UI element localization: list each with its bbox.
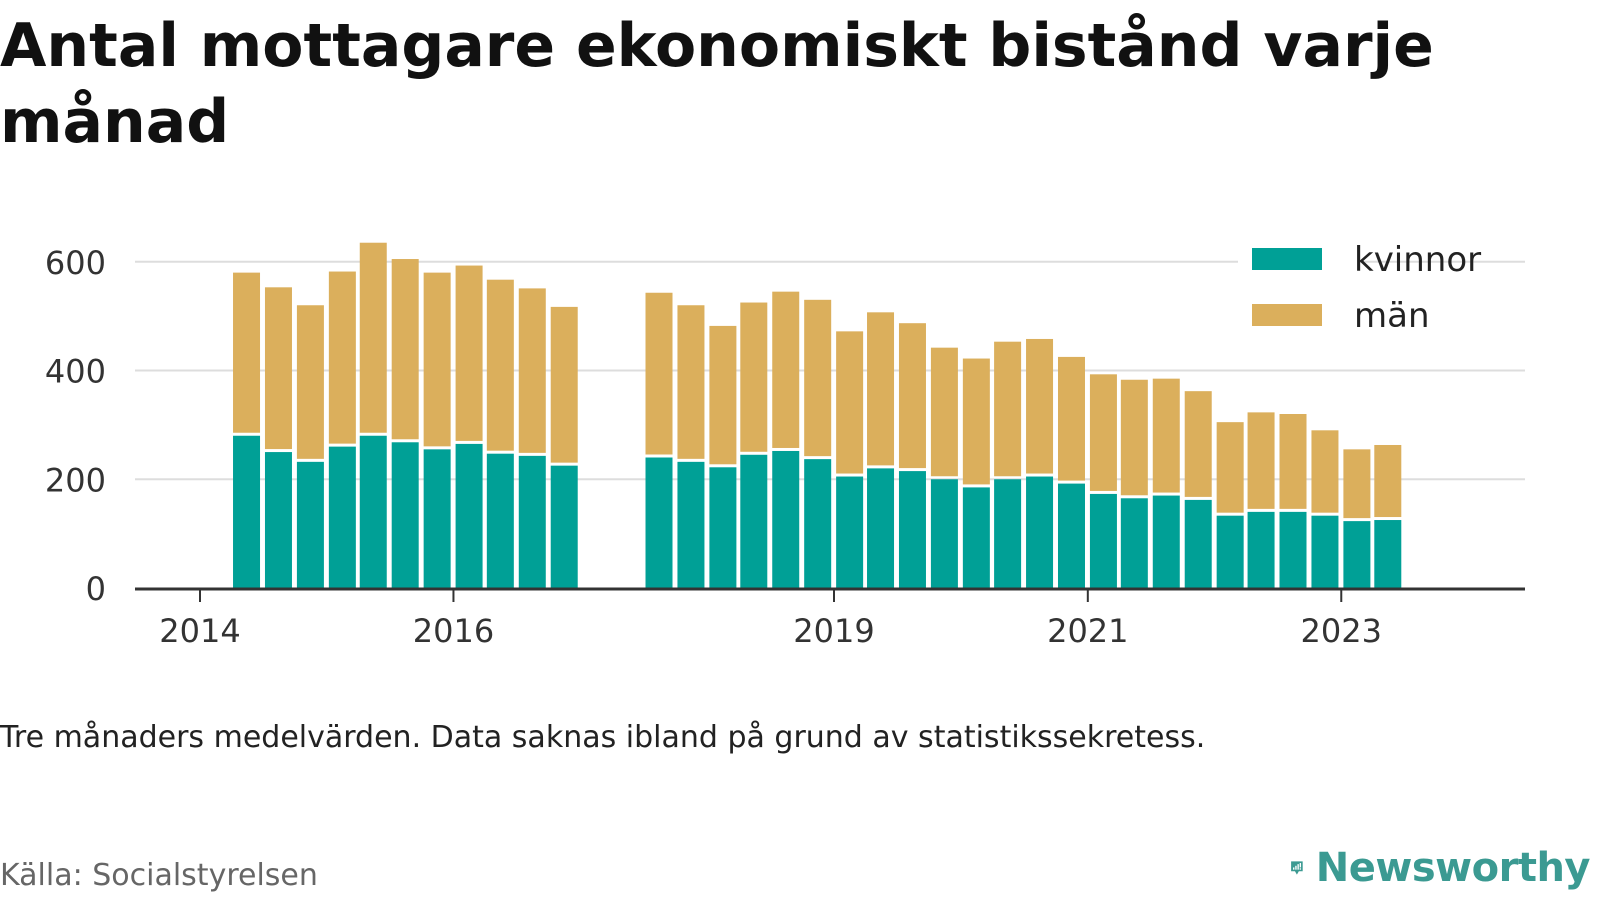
bar-man: [772, 291, 800, 448]
bar-man: [740, 302, 768, 452]
bar-man: [1057, 356, 1085, 481]
chart-note: Tre månaders medelvärden. Data saknas ib…: [0, 720, 1206, 755]
x-tick-label: 2021: [1047, 612, 1128, 650]
y-axis: 0 200 400 600: [45, 244, 106, 608]
bar-kvinnor: [359, 435, 387, 588]
bar-kvinnor: [709, 467, 737, 588]
bar-man: [296, 305, 324, 459]
bar-kvinnor: [1216, 515, 1244, 588]
bar-kvinnor: [328, 446, 356, 588]
bar-kvinnor: [962, 487, 990, 588]
bar-man: [645, 292, 673, 455]
bar-man: [994, 341, 1022, 477]
bar-kvinnor: [1184, 499, 1212, 588]
bar-man: [1026, 338, 1054, 474]
bar-man: [264, 287, 292, 450]
y-tick-label: 0: [86, 570, 106, 608]
bar-man: [391, 259, 419, 440]
bar-kvinnor: [772, 450, 800, 588]
bar-man: [1279, 414, 1307, 509]
bar-kvinnor: [836, 476, 864, 588]
legend-swatch-man: [1252, 304, 1322, 326]
bar-kvinnor: [518, 455, 546, 588]
bar-man: [867, 312, 895, 466]
bar-man: [455, 265, 483, 441]
bar-man: [962, 358, 990, 485]
bar-man: [677, 305, 705, 459]
bar-man: [804, 299, 832, 457]
bar-kvinnor: [1343, 521, 1371, 588]
bar-man: [709, 325, 737, 465]
bar-man: [836, 331, 864, 474]
bar-man: [930, 347, 958, 477]
bar-kvinnor: [1311, 515, 1339, 588]
bar-man: [328, 271, 356, 444]
chart: 0 200 400 600 2014 2016 2019 2021 2023 kvinnor m…: [45, 228, 1525, 650]
x-axis: 2014 2016 2019 2021 2023: [135, 587, 1525, 650]
bar-man: [423, 272, 451, 447]
bar-kvinnor: [740, 454, 768, 588]
legend-label-kvinnor: kvinnor: [1354, 240, 1481, 280]
bar-kvinnor: [391, 442, 419, 588]
bar-man: [1343, 449, 1371, 519]
bar-man: [1247, 412, 1275, 509]
bar-man: [1184, 391, 1212, 497]
x-tick-label: 2016: [413, 612, 494, 650]
bar-man: [359, 242, 387, 433]
y-tick-label: 600: [45, 244, 106, 282]
bar-man: [1120, 379, 1148, 496]
source-label: Källa: Socialstyrelsen: [0, 858, 318, 893]
bar-man: [1311, 430, 1339, 513]
bar-kvinnor: [296, 461, 324, 588]
bar-kvinnor: [264, 452, 292, 588]
y-tick-label: 400: [45, 353, 106, 391]
bar-man: [1216, 422, 1244, 513]
legend: kvinnor män: [1238, 228, 1481, 336]
bar-kvinnor: [1279, 511, 1307, 588]
bar-kvinnor: [645, 457, 673, 588]
brand-logo: Newsworthy: [1290, 840, 1591, 896]
legend-swatch-kvinnor: [1252, 248, 1322, 270]
x-tick-label: 2023: [1301, 612, 1382, 650]
y-tick-label: 200: [45, 461, 106, 499]
bar-man: [486, 279, 514, 451]
bars: [233, 242, 1402, 588]
bar-kvinnor: [233, 435, 261, 588]
bar-kvinnor: [1152, 495, 1180, 588]
bar-man: [550, 306, 578, 463]
bar-man: [233, 272, 261, 433]
bar-kvinnor: [1374, 520, 1402, 588]
bar-kvinnor: [930, 479, 958, 588]
bar-kvinnor: [550, 465, 578, 588]
bar-kvinnor: [677, 461, 705, 588]
bar-kvinnor: [1120, 498, 1148, 588]
bar-kvinnor: [1026, 476, 1054, 588]
bar-kvinnor: [455, 443, 483, 588]
bar-kvinnor: [1247, 511, 1275, 588]
bar-kvinnor: [1089, 493, 1117, 588]
bar-man: [1089, 374, 1117, 491]
bar-kvinnor: [867, 468, 895, 588]
chart-title: Antal mottagare ekonomiskt bistånd varje…: [0, 11, 1434, 157]
bar-man: [518, 288, 546, 453]
bar-kvinnor: [486, 453, 514, 588]
bar-kvinnor: [804, 459, 832, 588]
brand-name: Newsworthy: [1315, 845, 1591, 891]
legend-label-man: män: [1354, 296, 1430, 336]
bar-kvinnor: [898, 471, 926, 588]
bar-kvinnor: [1057, 483, 1085, 588]
bar-man: [1152, 378, 1180, 493]
bar-kvinnor: [423, 449, 451, 588]
newsworthy-logo-icon: [1291, 861, 1303, 875]
x-tick-label: 2019: [793, 612, 874, 650]
bar-kvinnor: [994, 479, 1022, 588]
bar-man: [898, 323, 926, 469]
bar-man: [1374, 444, 1402, 518]
x-tick-label: 2014: [159, 612, 240, 650]
